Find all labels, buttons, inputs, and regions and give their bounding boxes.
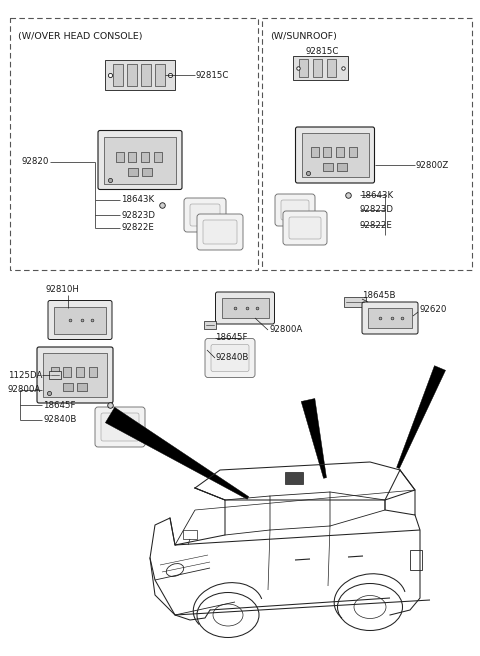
Text: 92800A: 92800A bbox=[270, 325, 303, 335]
Polygon shape bbox=[301, 398, 326, 478]
FancyBboxPatch shape bbox=[203, 220, 237, 244]
FancyBboxPatch shape bbox=[37, 347, 113, 403]
Bar bbox=[311, 147, 319, 157]
FancyBboxPatch shape bbox=[296, 127, 374, 183]
Text: 92823D: 92823D bbox=[121, 211, 155, 220]
Text: 92822E: 92822E bbox=[360, 220, 393, 230]
Text: 92822E: 92822E bbox=[121, 224, 154, 232]
Bar bbox=[54, 306, 106, 333]
Text: (W/OVER HEAD CONSOLE): (W/OVER HEAD CONSOLE) bbox=[18, 32, 143, 41]
Bar bbox=[285, 472, 303, 484]
Text: 1125DA: 1125DA bbox=[8, 371, 42, 380]
Bar bbox=[299, 59, 308, 77]
Bar bbox=[104, 136, 176, 184]
Bar bbox=[127, 64, 137, 86]
Bar bbox=[141, 64, 151, 86]
Bar bbox=[105, 60, 175, 90]
FancyBboxPatch shape bbox=[211, 344, 249, 371]
FancyBboxPatch shape bbox=[190, 204, 220, 226]
Text: 18643K: 18643K bbox=[360, 190, 393, 199]
Bar bbox=[49, 371, 61, 379]
Bar bbox=[221, 298, 268, 318]
Bar bbox=[113, 64, 123, 86]
Bar bbox=[410, 550, 422, 570]
Text: 92800A: 92800A bbox=[8, 386, 41, 394]
Polygon shape bbox=[396, 365, 445, 468]
Bar bbox=[323, 163, 333, 171]
FancyBboxPatch shape bbox=[197, 214, 243, 250]
Text: 92810H: 92810H bbox=[45, 285, 79, 295]
Bar bbox=[292, 56, 348, 80]
FancyBboxPatch shape bbox=[205, 338, 255, 377]
Text: 92820: 92820 bbox=[22, 157, 49, 167]
Polygon shape bbox=[106, 407, 249, 499]
Text: 18645F: 18645F bbox=[43, 401, 75, 409]
Bar bbox=[183, 530, 197, 539]
FancyBboxPatch shape bbox=[362, 302, 418, 334]
FancyBboxPatch shape bbox=[275, 194, 315, 226]
Bar bbox=[344, 297, 366, 307]
Bar bbox=[63, 383, 73, 391]
Bar bbox=[323, 147, 331, 157]
FancyBboxPatch shape bbox=[98, 131, 182, 190]
Bar bbox=[116, 152, 124, 162]
FancyBboxPatch shape bbox=[101, 413, 139, 441]
Bar bbox=[312, 59, 322, 77]
FancyBboxPatch shape bbox=[184, 198, 226, 232]
Bar bbox=[89, 367, 97, 377]
Bar bbox=[141, 152, 149, 162]
FancyBboxPatch shape bbox=[48, 300, 112, 340]
Bar bbox=[63, 367, 71, 377]
Bar bbox=[128, 168, 138, 176]
Bar bbox=[368, 308, 412, 328]
Bar bbox=[155, 64, 165, 86]
Text: 92815C: 92815C bbox=[305, 47, 338, 56]
FancyBboxPatch shape bbox=[283, 211, 327, 245]
FancyBboxPatch shape bbox=[216, 292, 275, 324]
Text: 18645F: 18645F bbox=[215, 333, 248, 342]
FancyBboxPatch shape bbox=[281, 200, 309, 220]
Text: 92840B: 92840B bbox=[43, 415, 76, 424]
FancyBboxPatch shape bbox=[289, 217, 321, 239]
FancyBboxPatch shape bbox=[95, 407, 145, 447]
Bar bbox=[326, 59, 336, 77]
Text: 92815C: 92815C bbox=[196, 70, 229, 79]
Text: 18645B: 18645B bbox=[362, 291, 396, 300]
Bar bbox=[10, 18, 258, 270]
Bar bbox=[349, 147, 357, 157]
Text: 92620: 92620 bbox=[420, 306, 447, 314]
Bar bbox=[336, 147, 344, 157]
Bar bbox=[154, 152, 162, 162]
Bar bbox=[43, 353, 107, 397]
Text: 18643K: 18643K bbox=[121, 195, 154, 205]
Bar bbox=[128, 152, 136, 162]
Text: (W/SUNROOF): (W/SUNROOF) bbox=[270, 32, 337, 41]
Bar bbox=[337, 163, 347, 171]
Bar bbox=[262, 18, 472, 270]
Bar bbox=[76, 367, 84, 377]
Bar bbox=[204, 321, 216, 329]
Text: 92800Z: 92800Z bbox=[416, 161, 449, 169]
Bar bbox=[51, 367, 59, 377]
Text: 92840B: 92840B bbox=[215, 354, 248, 363]
Bar bbox=[301, 133, 369, 177]
Text: 92823D: 92823D bbox=[360, 205, 394, 215]
Bar bbox=[142, 168, 152, 176]
Bar bbox=[77, 383, 87, 391]
